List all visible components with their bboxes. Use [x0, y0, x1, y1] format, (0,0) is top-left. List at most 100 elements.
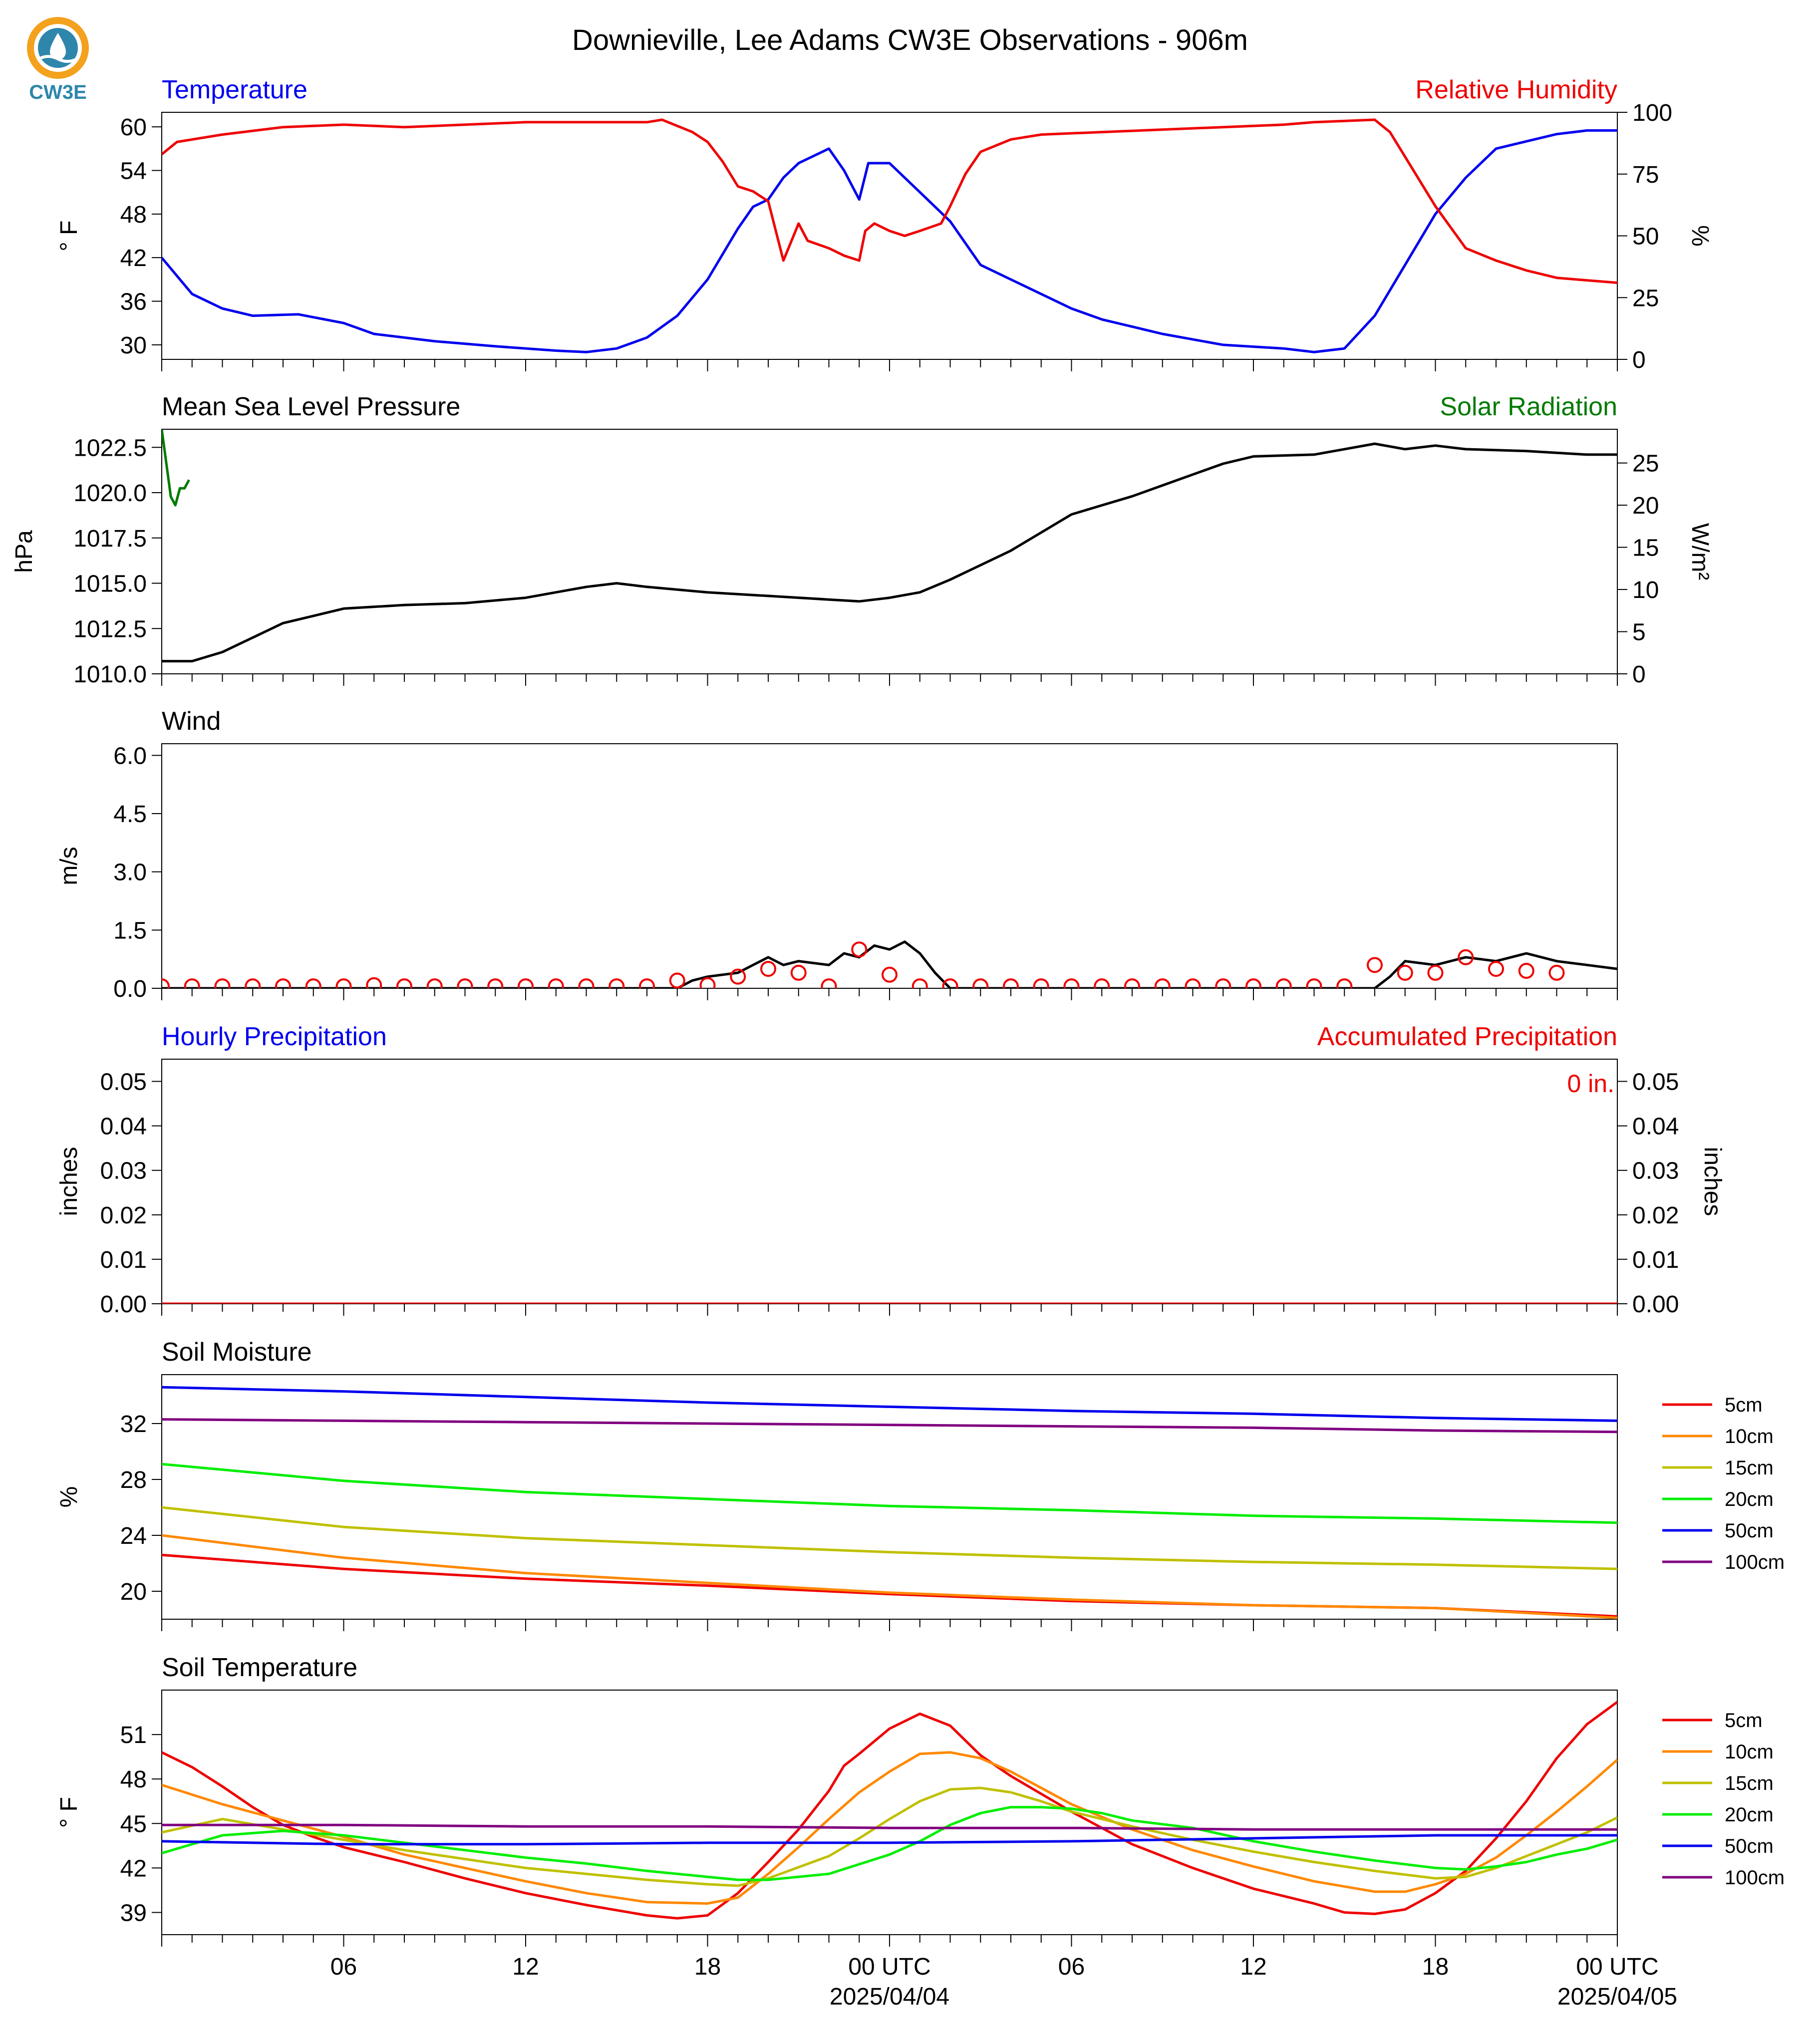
- plot-frame: [161, 743, 1618, 989]
- y-tick-label-left: 6.0: [113, 743, 147, 769]
- series-line-20cm: [162, 1462, 1617, 1524]
- plot-frame: [161, 1059, 1618, 1304]
- x-tick-label: 12: [512, 1954, 539, 1980]
- panel-wind: Wind 0.0 1.5 3.0 4.5 6.0 m/s: [56, 707, 1618, 1002]
- panel-title-left: Hourly Precipitation: [162, 1022, 387, 1051]
- y-axis-label-left: m/s: [56, 847, 82, 885]
- y-tick-label-left: 24: [120, 1523, 147, 1549]
- y-tick-label-left: 20: [120, 1579, 147, 1605]
- series-line-pressure-1: [162, 429, 190, 507]
- y-tick-label-right: 0: [1632, 347, 1646, 373]
- logo-wave-icon: [38, 55, 78, 63]
- wind-gust-marker: [699, 977, 716, 988]
- plot-frame: [161, 1374, 1618, 1620]
- wind-gust-marker: [245, 978, 261, 988]
- wind-gust-marker: [911, 978, 928, 988]
- wind-gust-marker: [1306, 978, 1322, 988]
- y-tick-label-right: 0.03: [1632, 1158, 1679, 1184]
- y-tick-label-right: 100: [1632, 100, 1672, 126]
- y-tick-label-right: 0.01: [1632, 1247, 1679, 1273]
- panel-precip: Hourly Precipitation Accumulated Precipit…: [56, 1022, 1726, 1318]
- y-tick-label-left: 45: [120, 1811, 147, 1837]
- y-tick-label-left: 48: [120, 202, 147, 228]
- wind-gust-marker: [760, 961, 776, 977]
- wind-gust-marker: [1275, 978, 1292, 988]
- wind-gust-marker: [548, 978, 564, 988]
- wind-gust-marker: [639, 978, 655, 988]
- y-tick-label-left: 30: [120, 332, 147, 359]
- x-tick-label: 12: [1240, 1954, 1266, 1980]
- y-axis-label-left: hPa: [11, 530, 37, 573]
- x-date-label: 2025/04/05: [1557, 1984, 1677, 2010]
- y-tick-label-left: 28: [120, 1467, 147, 1493]
- panel-title-left: Soil Temperature: [162, 1653, 357, 1682]
- wind-gust-marker: [821, 978, 837, 988]
- legend: 5cm 10cm 15cm 20cm 50cm 100cm: [1662, 1394, 1785, 1573]
- series-line-20cm: [162, 1806, 1617, 1881]
- y-tick-label-left: 48: [120, 1766, 147, 1793]
- wind-gust-marker: [1003, 978, 1019, 988]
- y-tick-label-right: 0: [1632, 661, 1646, 688]
- wind-gust-marker: [942, 978, 958, 988]
- panel-title-left: Temperature: [162, 75, 307, 104]
- legend-entry: 100cm: [1725, 1551, 1785, 1573]
- logo-drop-icon: [50, 33, 66, 60]
- y-axis-label-right: %: [1687, 225, 1713, 247]
- x-tick-label: 06: [330, 1954, 357, 1980]
- y-tick-label-left: 1.5: [113, 917, 147, 944]
- y-tick-label-left: 1020.0: [73, 480, 147, 507]
- wind-gust-marker: [1154, 978, 1171, 988]
- y-tick-label-left: 0.04: [100, 1114, 147, 1140]
- accumulated-total-label: 0 in.: [1567, 1070, 1614, 1098]
- wind-gust-marker: [1033, 978, 1049, 988]
- y-axis-label-left: inches: [56, 1147, 82, 1216]
- wind-gust-marker: [1336, 978, 1353, 988]
- wind-gust-marker: [1367, 957, 1383, 973]
- plot-frame: [161, 112, 1618, 360]
- x-tick-label: 00 UTC: [1576, 1954, 1658, 1980]
- wind-gust-marker: [214, 978, 231, 988]
- wind-gust-marker: [790, 964, 807, 981]
- y-axis-label-right: W/m²: [1687, 523, 1713, 580]
- y-tick-label-right: 5: [1632, 619, 1646, 646]
- y-tick-label-left: 36: [120, 289, 147, 315]
- series-line-temp_rh-0: [162, 129, 1617, 353]
- panels-group: Temperature Relative Humidity 30 36 42 48 54 60…: [11, 75, 1785, 2010]
- y-tick-label-left: 1010.0: [73, 661, 147, 688]
- logo-ring: [27, 17, 89, 79]
- y-tick-label-right: 25: [1632, 451, 1659, 477]
- series-group: [162, 1701, 1617, 1920]
- wind-gust-marker: [578, 978, 595, 988]
- panel-soil_temperature: Soil Temperature 39 42 45 48 51 ° F 5cm 10cm 15cm…: [56, 1653, 1785, 2010]
- legend-entry: 100cm: [1725, 1867, 1785, 1889]
- legend-entry: 50cm: [1725, 1520, 1774, 1542]
- y-tick-label-left: 51: [120, 1722, 147, 1748]
- panel-title-left: Wind: [162, 707, 221, 736]
- plot-frame: [161, 1690, 1618, 1935]
- panel-title-right: Solar Radiation: [1440, 392, 1617, 421]
- wind-gust-marker: [972, 978, 989, 988]
- legend: 5cm 10cm 15cm 20cm 50cm 100cm: [1662, 1710, 1785, 1889]
- wind-gust-marker: [1215, 978, 1231, 988]
- legend-entry: 50cm: [1725, 1835, 1774, 1857]
- wind-gust-marker: [882, 966, 898, 983]
- legend-entry: 20cm: [1725, 1804, 1774, 1826]
- panel-soil_moisture: Soil Moisture 20 24 28 32% 5cm 10cm 15cm 20cm 50c…: [56, 1338, 1785, 1631]
- y-tick-label-left: 0.0: [113, 976, 147, 1002]
- y-tick-label-right: 0.00: [1632, 1291, 1679, 1318]
- panel-title-left: Mean Sea Level Pressure: [162, 392, 460, 421]
- y-tick-label-left: 4.5: [113, 801, 147, 828]
- y-tick-label-right: 0.05: [1632, 1069, 1679, 1096]
- y-tick-label-right: 50: [1632, 224, 1659, 250]
- wind-gust-marker: [396, 978, 412, 988]
- wind-gust-marker: [305, 978, 321, 988]
- legend-entry: 15cm: [1725, 1772, 1774, 1794]
- x-date-label: 2025/04/04: [830, 1984, 949, 2010]
- wind-gust-marker: [335, 978, 352, 988]
- y-tick-label-left: 0.01: [100, 1247, 147, 1273]
- wind-gust-marker: [162, 978, 170, 988]
- cw3e-logo: CW3E: [27, 17, 89, 103]
- legend-entry: 20cm: [1725, 1488, 1774, 1510]
- wind-gust-marker: [669, 972, 685, 988]
